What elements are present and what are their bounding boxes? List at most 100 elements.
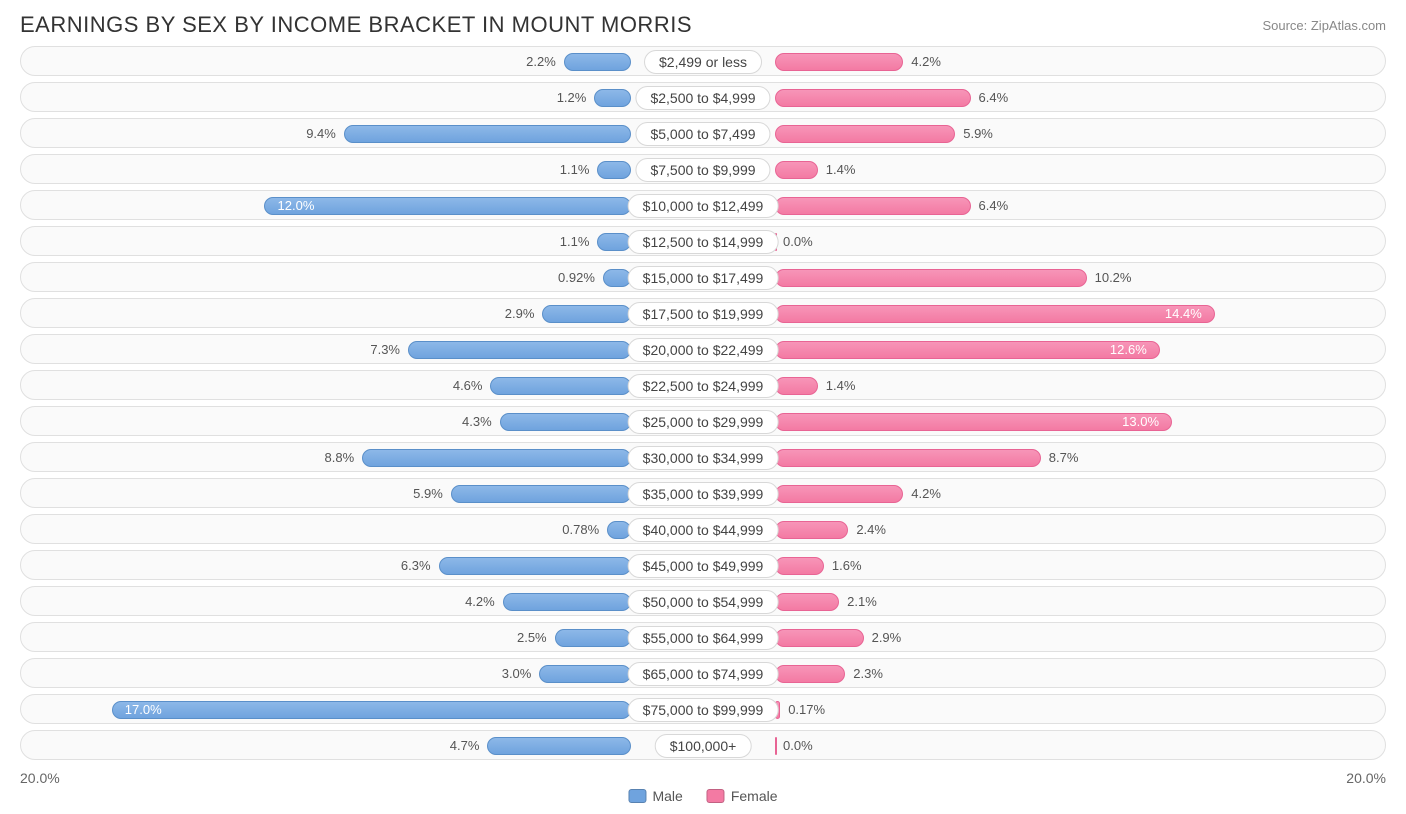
female-value-label: 10.2% bbox=[1095, 270, 1132, 285]
axis-label-right: 20.0% bbox=[1346, 770, 1386, 786]
chart-row: 0.92%10.2%$15,000 to $17,499 bbox=[20, 262, 1386, 292]
female-value-label: 6.4% bbox=[979, 198, 1009, 213]
female-bar bbox=[775, 449, 1041, 467]
category-label: $12,500 to $14,999 bbox=[628, 230, 779, 254]
chart-row: 5.9%4.2%$35,000 to $39,999 bbox=[20, 478, 1386, 508]
female-value-label: 1.6% bbox=[832, 558, 862, 573]
male-value-label: 5.9% bbox=[413, 486, 443, 501]
male-value-label: 1.1% bbox=[560, 234, 590, 249]
chart-row: 7.3%12.6%$20,000 to $22,499 bbox=[20, 334, 1386, 364]
female-bar bbox=[775, 305, 1215, 323]
male-bar bbox=[112, 701, 631, 719]
category-label: $20,000 to $22,499 bbox=[628, 338, 779, 362]
category-label: $15,000 to $17,499 bbox=[628, 266, 779, 290]
female-value-label: 13.0% bbox=[1122, 414, 1159, 429]
category-label: $22,500 to $24,999 bbox=[628, 374, 779, 398]
female-bar bbox=[775, 89, 971, 107]
male-value-label: 4.6% bbox=[453, 378, 483, 393]
category-label: $25,000 to $29,999 bbox=[628, 410, 779, 434]
chart-row: 4.2% 2.1% $50,000 to $54,999 bbox=[20, 586, 1386, 616]
chart-row: 12.0% 6.4% $10,000 to $12,499 bbox=[20, 190, 1386, 220]
male-bar bbox=[344, 125, 631, 143]
female-bar bbox=[775, 629, 864, 647]
x-axis: 20.0% 20.0% bbox=[0, 766, 1406, 786]
legend-item-female: Female bbox=[707, 788, 778, 804]
male-bar bbox=[362, 449, 631, 467]
chart-row: 0.78%2.4%$40,000 to $44,999 bbox=[20, 514, 1386, 544]
female-value-label: 14.4% bbox=[1165, 306, 1202, 321]
male-value-label: 4.7% bbox=[450, 738, 480, 753]
chart-row: 6.3% 1.6% $45,000 to $49,999 bbox=[20, 550, 1386, 580]
female-bar bbox=[775, 161, 818, 179]
female-value-label: 4.2% bbox=[911, 486, 941, 501]
male-value-label: 1.2% bbox=[557, 90, 587, 105]
category-label: $2,499 or less bbox=[644, 50, 762, 74]
male-bar bbox=[542, 305, 631, 323]
male-value-label: 7.3% bbox=[370, 342, 400, 357]
category-label: $5,000 to $7,499 bbox=[635, 122, 770, 146]
female-bar bbox=[775, 269, 1087, 287]
female-value-label: 2.4% bbox=[856, 522, 886, 537]
female-bar bbox=[775, 485, 903, 503]
category-label: $65,000 to $74,999 bbox=[628, 662, 779, 686]
category-label: $7,500 to $9,999 bbox=[635, 158, 770, 182]
male-value-label: 3.0% bbox=[502, 666, 532, 681]
chart-row: 8.8% 8.7% $30,000 to $34,999 bbox=[20, 442, 1386, 472]
chart-row: 1.2% 6.4% $2,500 to $4,999 bbox=[20, 82, 1386, 112]
male-bar bbox=[597, 233, 631, 251]
female-bar bbox=[775, 737, 777, 755]
male-bar bbox=[503, 593, 631, 611]
male-bar bbox=[490, 377, 631, 395]
category-label: $75,000 to $99,999 bbox=[628, 698, 779, 722]
diverging-bar-chart: 2.2%4.2%$2,499 or less1.2%6.4%$2,500 to … bbox=[0, 46, 1406, 760]
chart-row: 9.4% 5.9% $5,000 to $7,499 bbox=[20, 118, 1386, 148]
male-bar bbox=[451, 485, 631, 503]
chart-row: 2.2%4.2%$2,499 or less bbox=[20, 46, 1386, 76]
chart-row: 4.3% 13.0% $25,000 to $29,999 bbox=[20, 406, 1386, 436]
female-bar bbox=[775, 377, 818, 395]
male-value-label: 4.2% bbox=[465, 594, 495, 609]
chart-row: 3.0%2.3%$65,000 to $74,999 bbox=[20, 658, 1386, 688]
chart-row: 1.1%0.0%$12,500 to $14,999 bbox=[20, 226, 1386, 256]
female-swatch bbox=[707, 789, 725, 803]
male-value-label: 12.0% bbox=[278, 198, 315, 213]
legend-label-female: Female bbox=[731, 788, 778, 804]
female-value-label: 0.17% bbox=[788, 702, 825, 717]
male-value-label: 17.0% bbox=[125, 702, 162, 717]
male-bar bbox=[539, 665, 631, 683]
legend-label-male: Male bbox=[652, 788, 682, 804]
chart-header: EARNINGS BY SEX BY INCOME BRACKET IN MOU… bbox=[0, 0, 1406, 46]
male-bar bbox=[500, 413, 631, 431]
female-value-label: 1.4% bbox=[826, 378, 856, 393]
female-value-label: 2.1% bbox=[847, 594, 877, 609]
male-value-label: 2.2% bbox=[526, 54, 556, 69]
male-swatch bbox=[628, 789, 646, 803]
female-value-label: 2.9% bbox=[872, 630, 902, 645]
female-bar bbox=[775, 197, 971, 215]
category-label: $100,000+ bbox=[655, 734, 752, 758]
male-bar bbox=[439, 557, 631, 575]
male-value-label: 1.1% bbox=[560, 162, 590, 177]
chart-row: 17.0% 0.17% $75,000 to $99,999 bbox=[20, 694, 1386, 724]
female-bar bbox=[775, 125, 955, 143]
category-label: $30,000 to $34,999 bbox=[628, 446, 779, 470]
category-label: $45,000 to $49,999 bbox=[628, 554, 779, 578]
male-value-label: 8.8% bbox=[325, 450, 355, 465]
female-bar bbox=[775, 665, 845, 683]
female-bar bbox=[775, 53, 903, 71]
category-label: $10,000 to $12,499 bbox=[628, 194, 779, 218]
female-value-label: 1.4% bbox=[826, 162, 856, 177]
female-value-label: 8.7% bbox=[1049, 450, 1079, 465]
female-bar bbox=[775, 593, 839, 611]
axis-label-left: 20.0% bbox=[20, 770, 60, 786]
male-value-label: 4.3% bbox=[462, 414, 492, 429]
male-value-label: 6.3% bbox=[401, 558, 431, 573]
chart-row: 4.7%0.0%$100,000+ bbox=[20, 730, 1386, 760]
category-label: $2,500 to $4,999 bbox=[635, 86, 770, 110]
male-value-label: 9.4% bbox=[306, 126, 336, 141]
category-label: $50,000 to $54,999 bbox=[628, 590, 779, 614]
female-value-label: 5.9% bbox=[963, 126, 993, 141]
male-bar bbox=[264, 197, 631, 215]
female-value-label: 6.4% bbox=[979, 90, 1009, 105]
male-bar bbox=[594, 89, 631, 107]
